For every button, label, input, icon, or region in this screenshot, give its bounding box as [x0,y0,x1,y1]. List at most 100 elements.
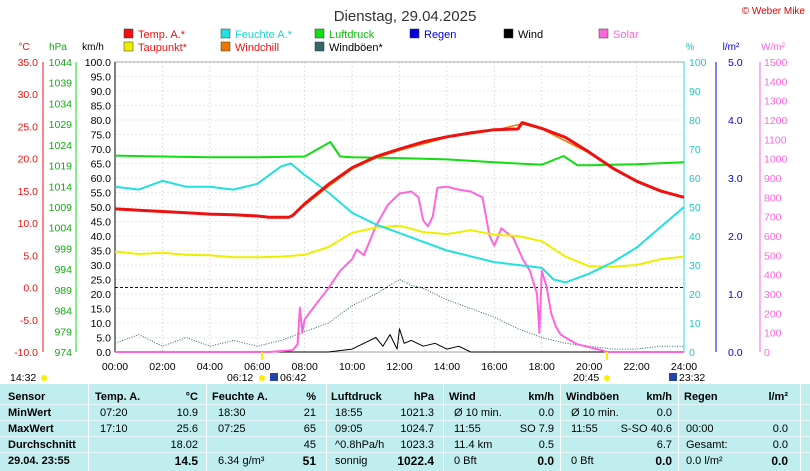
stats-header-rain: Regen [684,391,718,403]
wind-tick-label: 50.0 [91,202,112,214]
stats-header-hum: Feuchte A. [212,391,268,403]
solar-tick-label: 1300 [764,96,788,108]
solar-tick-label: 1400 [764,76,788,88]
legend-label: Taupunkt* [138,42,188,54]
pressure-tick-label: 1024 [49,140,73,152]
solar-tick-label: 1000 [764,154,788,166]
legend-swatch [220,28,231,39]
humidity-tick-label: 70 [689,144,701,156]
stats-hum-value: 45 [303,439,316,451]
pressure-tick-label: 1039 [49,78,73,90]
wind-tick-label: 85.0 [91,101,112,113]
solar-tick-label: 1500 [764,57,788,69]
stats-press-time: 18:55 [335,407,363,419]
humidity-tick-label: 60 [689,173,701,185]
pressure-tick-label: 1029 [49,119,73,131]
x-tick-label: 22:00 [623,361,649,373]
legend-swatch [123,41,134,52]
x-tick-label: 24:00 [671,361,697,373]
pressure-tick-label: 1019 [49,161,73,173]
stats-hum-value: 65 [303,423,316,435]
stats-rain-label: 0.0 l/m² [686,455,723,467]
stats-header-wind: Wind [449,391,476,403]
stats-hum-time: 18:30 [218,407,246,419]
stats-row-label: MinWert [8,407,52,419]
moon-icon [669,373,677,381]
humidity-tick-label: 40 [689,231,701,243]
stats-header-hum-unit: % [306,391,316,403]
wind-tick-label: 30.0 [91,260,112,272]
pressure-tick-label: 989 [54,285,72,297]
pressure-tick-label: 984 [54,306,72,318]
stats-panel: Sensor Temp. A. °C Feuchte A.% Luftdruck hPa W… [0,384,810,471]
legend-swatch [409,28,420,39]
temp-tick-label: 30.0 [18,89,39,101]
temp-tick-label: 0.0 [23,283,38,295]
sun-dot [259,375,265,381]
stats-temp-time: 07:20 [100,407,128,419]
stats-wind-label: 11:55 [454,423,481,435]
humidity-tick-label: 100 [689,57,707,69]
x-tick-label: 00:00 [102,361,128,373]
humidity-tick-label: 0 [689,347,695,359]
series-line-taupunkt [114,224,685,268]
stats-wind-value: 0.0 [538,407,554,419]
solar-tick-label: 700 [764,212,782,224]
series-line-feuchte-a [114,162,685,284]
stats-header-rain-unit: l/m² [768,391,788,403]
stats-row-separator [0,452,810,453]
stats-column-separator [443,384,444,471]
stats-row-separator [0,420,810,421]
stats-header-press: Luftdruck [331,391,382,403]
stats-temp-time: 17:10 [100,423,128,435]
wind-tick-label: 15.0 [91,304,112,316]
humidity-tick-label: 50 [689,202,701,214]
legend-swatch [314,41,325,52]
stats-wind-label: Ø 10 min. [454,407,502,419]
stats-temp-value: 14.5 [174,454,198,468]
wind-tick-label: 25.0 [91,275,112,287]
stats-header-gust-unit: km/h [646,391,672,403]
stats-press-time: ^0.8hPa/h [335,439,385,451]
solar-tick-label: 0 [764,347,770,359]
rain-tick-label: 1.0 [728,289,743,301]
stats-rain-value: 0.0 [772,423,788,435]
wind-tick-label: 75.0 [91,130,112,142]
rain-tick-label: 5.0 [728,57,743,69]
stats-gust-label: 11:55 [571,423,598,435]
x-tick-label: 20:00 [576,361,602,373]
legend-swatch [220,41,231,52]
wind-tick-label: 40.0 [91,231,112,243]
stats-press-time: sonnig [335,455,368,467]
stats-rain-value: 0.0 [772,439,788,451]
solar-tick-label: 600 [764,231,782,243]
humidity-tick-label: 10 [689,318,701,330]
temp-tick-label: 35.0 [18,57,39,69]
moonset-label: 23:32 [679,372,705,384]
stats-row-label: MaxWert [8,423,54,435]
wind-tick-label: 90.0 [91,86,112,98]
legend-label: Feuchte A.* [235,29,293,41]
wind-tick-label: 10.0 [91,318,112,330]
solar-tick-label: 300 [764,289,782,301]
series-line-temp-a [114,121,685,219]
wind-tick-label: 55.0 [91,188,112,200]
legend-label: Temp. A.* [138,29,186,41]
sun-markers: 14:32 06:12 06:42 20:45 23:32 [10,352,705,384]
stats-gust-label: Ø 10 min. [571,407,619,419]
stats-header-press-unit: hPa [413,391,434,403]
stats-header-wind-unit: km/h [528,391,554,403]
stats-gust-label: 0 Bft [571,455,594,467]
stats-row-label: 29.04. 23:55 [8,455,70,467]
stats-wind-value: SO 7.9 [519,423,554,435]
chart-series [114,121,685,353]
temp-tick-label: 10.0 [18,218,39,230]
legend-label: Windchill [235,42,279,54]
wind-tick-label: 35.0 [91,246,112,258]
temp-tick-label: -5.0 [20,315,38,327]
sunrise-label: 06:12 [227,372,253,384]
moonrise-label: 06:42 [280,372,306,384]
weather-chart: Dienstag, 29.04.2025 © Weber Mike Temp. … [10,6,805,384]
wind-tick-label: 60.0 [91,173,112,185]
stats-column-separator [206,384,207,471]
